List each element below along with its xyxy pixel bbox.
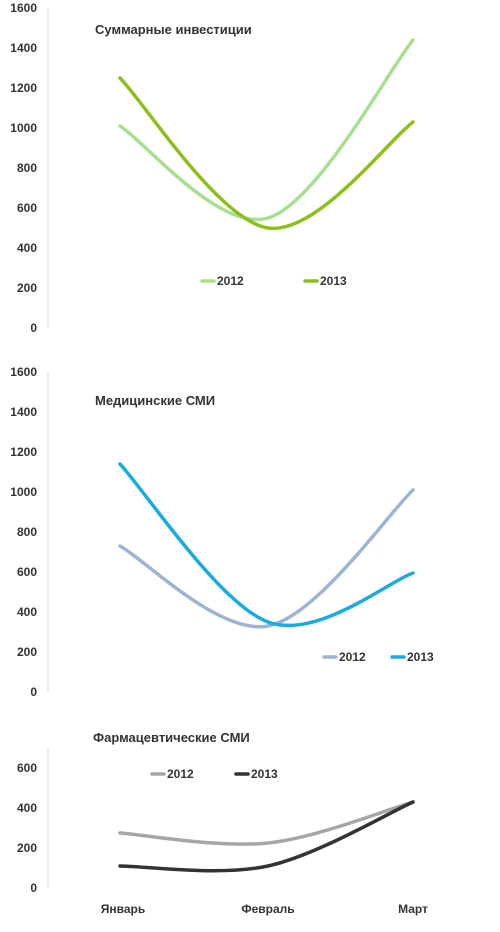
x-tick-label: Февраль xyxy=(241,902,294,916)
y-tick-label: 600 xyxy=(17,565,37,579)
series-line-2013 xyxy=(118,462,415,628)
y-tick-label: 1600 xyxy=(10,365,37,379)
y-tick-label: 200 xyxy=(17,841,37,855)
legend-label-2012: 2012 xyxy=(217,274,244,288)
y-tick-label: 200 xyxy=(17,645,37,659)
legend: 2012 2013 xyxy=(150,767,278,781)
y-tick-label: 1000 xyxy=(10,121,37,135)
series-line-2013 xyxy=(118,76,415,230)
legend-label-2012: 2012 xyxy=(167,767,194,781)
y-tick-label: 400 xyxy=(17,605,37,619)
y-tick-label: 400 xyxy=(17,801,37,815)
y-tick-label: 0 xyxy=(30,321,37,335)
legend-label-2013: 2013 xyxy=(320,274,347,288)
chart-title: Фармацевтические СМИ xyxy=(93,730,250,745)
legend: 2012 2013 xyxy=(200,274,347,288)
y-tick-label: 600 xyxy=(17,761,37,775)
y-tick-label: 200 xyxy=(17,281,37,295)
series-lines xyxy=(118,38,415,230)
y-tick-labels: 0 200 400 600 800 1000 1200 1400 1600 xyxy=(10,1,37,335)
series-line-2012 xyxy=(118,488,415,629)
legend-label-2013: 2013 xyxy=(407,650,434,664)
x-tick-label: Январь xyxy=(101,902,145,916)
series-line-2012 xyxy=(118,800,415,846)
y-tick-label: 1000 xyxy=(10,485,37,499)
series-line-2013 xyxy=(118,800,415,873)
series-lines xyxy=(118,800,415,873)
legend-label-2013: 2013 xyxy=(251,767,278,781)
chart-panel-pharma-media: Фармацевтические СМИ 0 200 400 600 2012 201… xyxy=(17,730,428,916)
y-tick-label: 1200 xyxy=(10,81,37,95)
chart-title: Суммарные инвестиции xyxy=(95,22,252,37)
y-tick-label: 800 xyxy=(17,161,37,175)
x-axis-labels: Январь Февраль Март xyxy=(101,902,428,916)
y-tick-label: 0 xyxy=(30,685,37,699)
x-tick-label: Март xyxy=(398,902,428,916)
chart-panel-total-investments: Суммарные инвестиции 0 200 400 600 800 1000 12… xyxy=(10,1,415,335)
y-tick-label: 600 xyxy=(17,201,37,215)
y-tick-label: 400 xyxy=(17,241,37,255)
legend: 2012 2013 xyxy=(322,650,434,664)
y-tick-labels: 0 200 400 600 800 1000 1200 1400 1600 xyxy=(10,365,37,699)
y-tick-label: 800 xyxy=(17,525,37,539)
series-line-2012 xyxy=(118,38,415,222)
legend-label-2012: 2012 xyxy=(339,650,366,664)
y-tick-label: 0 xyxy=(30,881,37,895)
y-tick-label: 1400 xyxy=(10,41,37,55)
y-tick-label: 1200 xyxy=(10,445,37,459)
y-tick-label: 1400 xyxy=(10,405,37,419)
chart-panel-medical-media: Медицинские СМИ 0 200 400 600 800 1000 1200 140… xyxy=(10,365,434,699)
y-tick-labels: 0 200 400 600 xyxy=(17,761,37,895)
y-tick-label: 1600 xyxy=(10,1,37,15)
series-lines xyxy=(118,462,415,629)
chart-title: Медицинские СМИ xyxy=(95,393,215,408)
